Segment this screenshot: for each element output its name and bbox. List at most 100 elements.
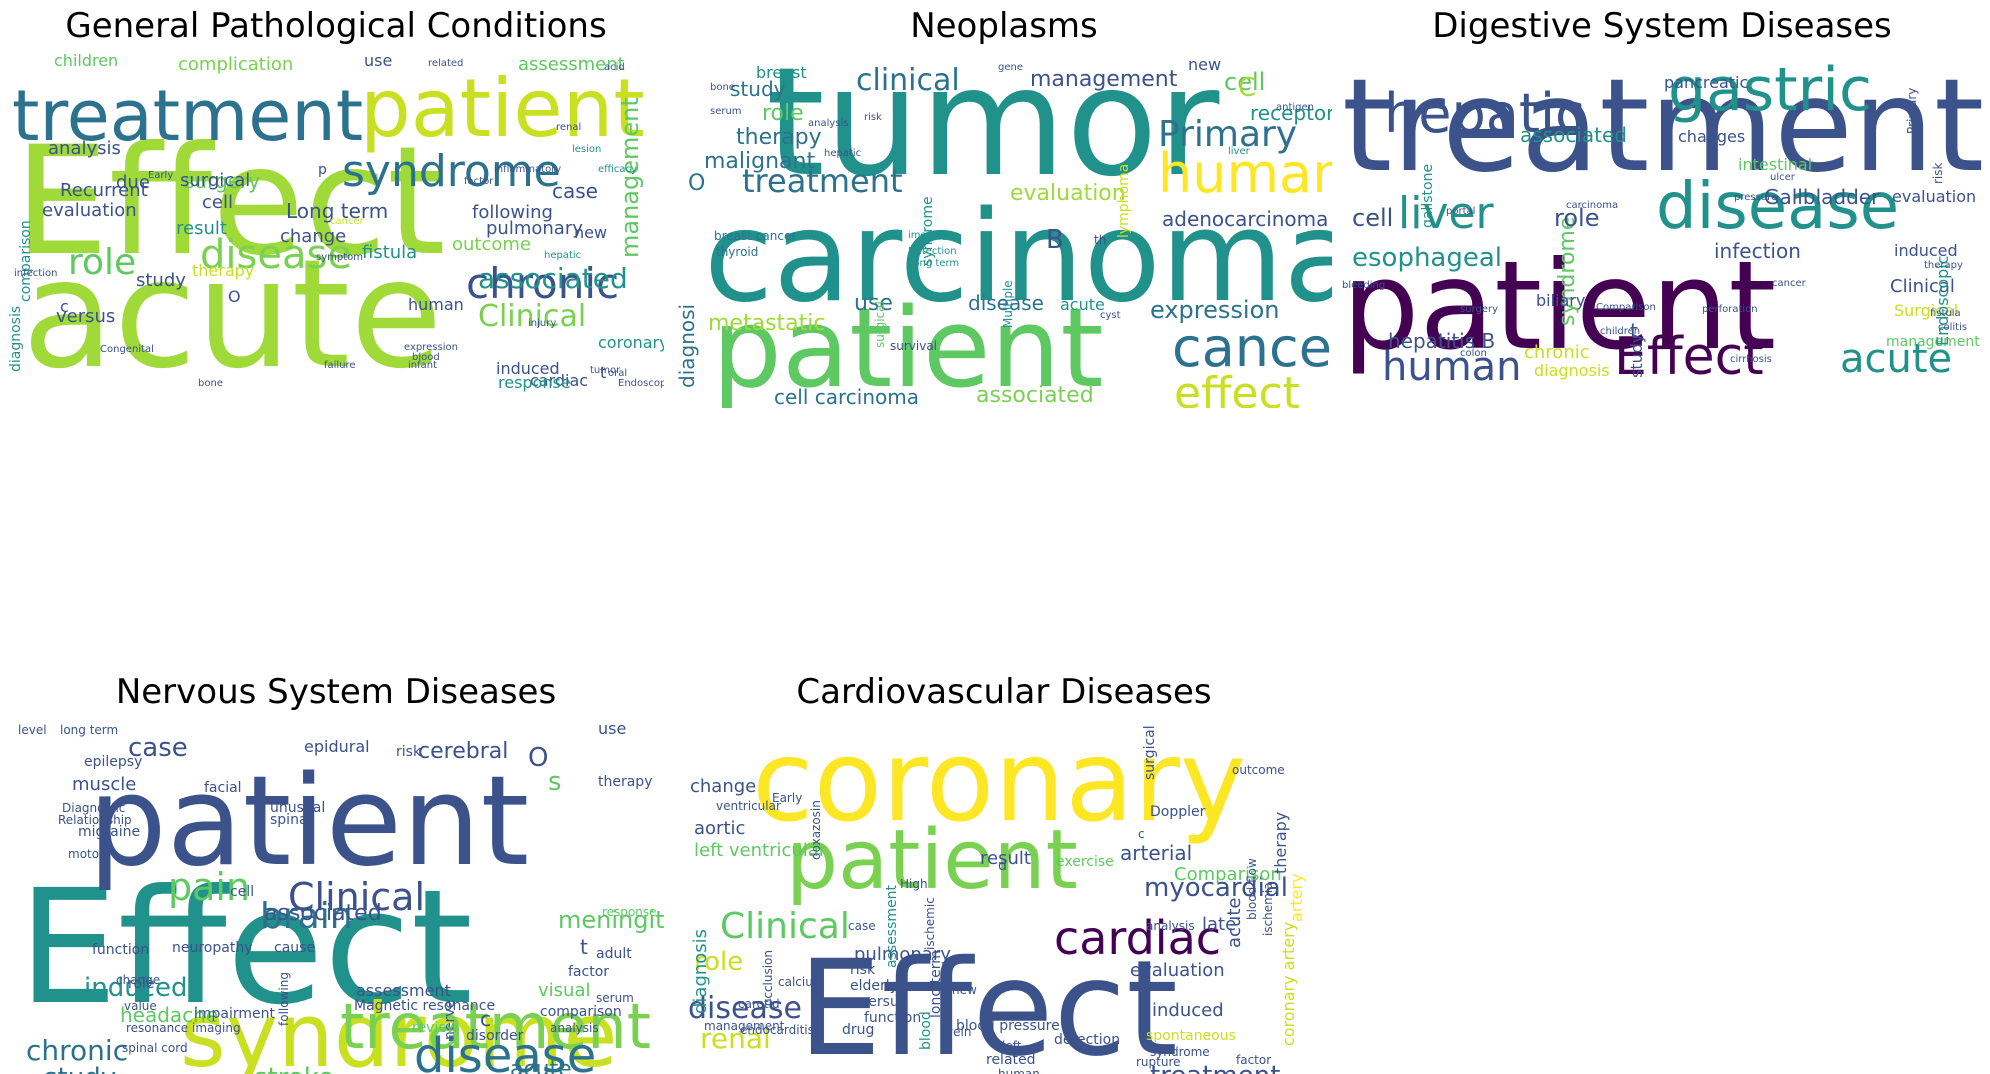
word-effect: Effect [18,856,473,1040]
word-inflammatory: inflammatory [494,164,561,175]
word-fistula: fistula [1930,308,1961,319]
word-long-term: Long term [908,258,959,269]
wordcloud: Effect patient syndrome treatment disease pai… [8,714,664,1074]
word-intestinal: intestinal [1738,155,1812,174]
word-gallstone: gallstone [1420,164,1436,228]
word-diagnosis: diagnosis [8,306,24,372]
word-failure: failure [324,360,356,371]
word-infection: infection [14,268,57,279]
word-left-ventricular: left ventricular [694,840,827,861]
word-cell: cell [230,884,254,900]
word-coronary: coronary [752,717,1246,847]
word-comparison: Comparison [1596,302,1656,313]
word-s: s [548,767,562,797]
word-liver: liver [1228,146,1251,157]
word-left: left [1002,1039,1022,1053]
word-effect: effect [1174,368,1300,408]
word-management: management [1030,67,1178,92]
word-role: role [1554,204,1599,232]
word-o: O [528,743,548,773]
word-assessment: assessment [356,981,451,1000]
word-chronic: chronic [1524,342,1590,363]
word-human: human [998,1067,1040,1074]
word-response: response [498,373,571,392]
word-bone: bone [710,82,735,93]
panel-title: Cardiovascular Diseases [796,672,1212,712]
word-c: C [1238,73,1256,103]
word-role: role [68,242,136,283]
word-fistula: fistula [362,242,417,263]
word-bleeding: bleeding [1342,280,1385,291]
word-analysis: analysis [48,138,121,159]
word-use: use [854,291,893,316]
word-pulmonary: pulmonary [854,944,951,965]
word-renal: renal [556,122,581,133]
word-blood-flow: blood flow [1245,858,1259,920]
word-diagnosi: diagnosi [676,304,699,388]
word-motor: motor [68,847,104,861]
word-spinal: spinal [270,812,311,828]
word-induced: induced [1152,1000,1224,1021]
word-treatment: treatment [1342,52,1984,201]
word-malignant: malignant [704,149,815,174]
word-surgery: surgery [1460,304,1498,315]
word-study: study [1627,334,1646,378]
word-related: related [428,58,463,69]
word-bone: bone [198,378,223,389]
word-c: c [1138,827,1145,841]
word-lesion: lesion [572,144,601,155]
word-therapy: therapy [736,125,822,150]
panel-title: Nervous System Diseases [115,672,557,712]
word-cardiac: cardiac [530,371,588,390]
word-use: use [598,719,626,738]
word-cancer: cancer [330,216,365,227]
word-role: role [762,101,804,126]
word-blood: blood [918,1011,934,1050]
word-epilepsy: epilepsy [84,754,142,770]
word-cardiac: cardiac [1054,911,1221,965]
word-epidural: epidural [304,737,370,756]
word-disease: disease [688,991,802,1026]
word-management: management [616,97,644,258]
word-detection: detection [1054,1032,1120,1048]
word-changes: changes [1678,127,1745,146]
word-due: due [116,172,150,193]
word-recurrent: Recurrent [60,180,148,201]
word-syndrome: syndrome [920,196,936,266]
word-associated: associated [264,901,382,926]
word-coronary: coronary [598,333,664,352]
wordcloud-canvas: coronaryEffectpatientcardiacClinicaldise… [688,717,1306,1074]
word-therapy: therapy [1271,812,1290,874]
word-blood: blood [412,352,440,363]
word-comparison: comparison [18,220,34,302]
word-stroke: stroke [254,1063,334,1074]
word-blood-pressure: blood pressure [956,1018,1060,1034]
word-primary: Primary [1158,114,1297,155]
word-arterial: arterial [1120,841,1192,865]
word-myocardial: myocardial [1144,873,1288,903]
word-o: O [688,171,705,196]
word-complication: complication [178,54,293,75]
word-early: Early [772,791,802,805]
word-cause: cause [274,940,315,956]
word-effect: Effect [1614,327,1764,387]
word-adult: adult [596,946,632,962]
word-lymphoma: lymphoma [1116,164,1132,238]
word-early: Early [148,170,173,181]
word-exercise: exercise [1056,854,1114,870]
word-related: related [986,1052,1036,1068]
word-factor: factor [1236,1053,1271,1067]
word-colitis: colitis [1938,322,1967,333]
word-clinical: clinical [856,63,960,98]
word-acute: acute [1840,336,1952,382]
word-factor: factor [568,964,609,980]
word-pressure: pressure [1734,192,1777,203]
word-perforation: perforation [1702,304,1758,315]
word-detection: Detection [908,246,957,257]
word-metastatic: metastatic [708,311,825,336]
word-c: c [60,297,69,316]
word-spinal-cord: spinal cord [122,1041,188,1055]
word-t: t [600,363,606,382]
word-doxazosin: doxazosin [809,800,823,860]
